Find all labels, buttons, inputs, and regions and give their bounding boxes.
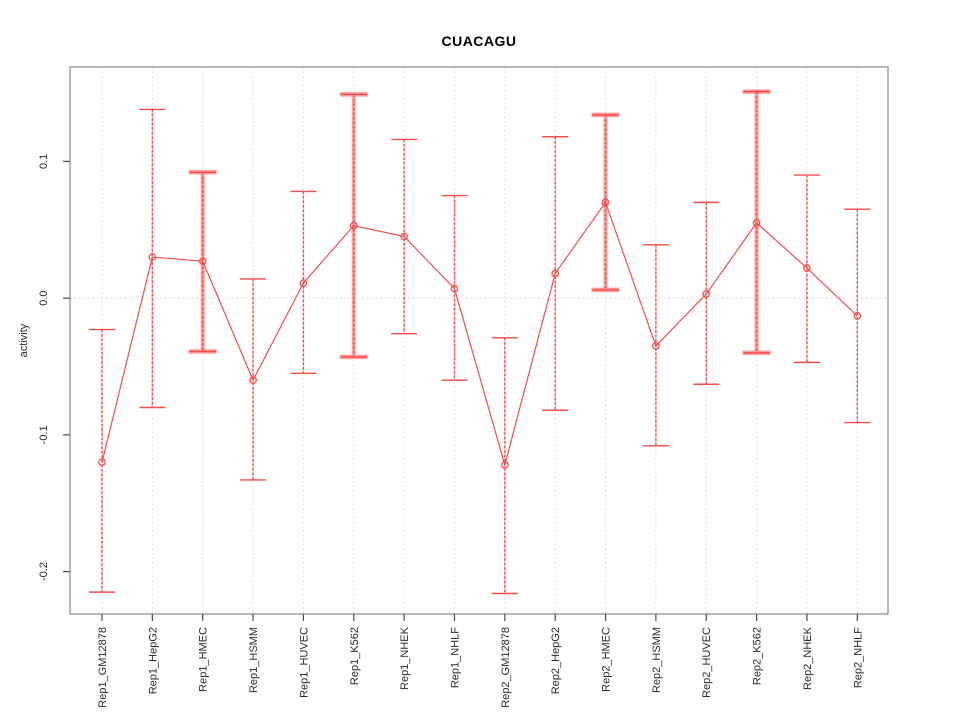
data-point	[551, 269, 560, 278]
y-tick-label: 0.1	[38, 154, 50, 169]
x-tick-label: Rep1_NHEK	[399, 626, 411, 690]
x-tick-label: Rep2_NHLF	[852, 627, 864, 688]
chart-title: CUACAGU	[441, 33, 517, 49]
x-tick-label: Rep2_HUVEC	[701, 627, 713, 698]
x-tick-label: Rep1_GM12878	[97, 627, 109, 708]
x-tick-label: Rep1_HMEC	[198, 627, 210, 692]
plot-box	[69, 66, 889, 615]
y-tick-label: -0.1	[38, 425, 50, 444]
x-tick-label: Rep2_K562	[752, 627, 764, 685]
x-tick-label: Rep1_HSMM	[248, 627, 260, 693]
data-point	[249, 376, 257, 385]
data-point	[500, 461, 509, 469]
data-point	[601, 198, 610, 207]
x-tick-label: Rep2_GM12878	[500, 627, 512, 708]
x-tick-label: Rep2_NHEK	[802, 626, 814, 690]
y-axis-label: activity	[18, 323, 30, 357]
data-point	[803, 264, 811, 272]
x-tick-label: Rep1_NHLF	[449, 627, 461, 688]
data-point	[752, 219, 761, 227]
mean-line	[101, 201, 858, 468]
x-tick-label: Rep1_HUVEC	[298, 627, 310, 698]
x-tick-label: Rep2_HepG2	[550, 627, 562, 694]
data-point	[652, 342, 660, 350]
data-point	[148, 253, 157, 261]
data-point	[450, 284, 459, 293]
y-tick-label: 0.0	[38, 290, 50, 305]
data-point	[349, 221, 358, 230]
x-tick-label: Rep1_K562	[349, 627, 361, 685]
x-tick-label: Rep1_HepG2	[147, 627, 159, 694]
data-point	[400, 232, 408, 241]
x-tick-label: Rep2_HMEC	[601, 627, 613, 692]
data-point	[853, 312, 862, 320]
data-point	[198, 257, 207, 266]
y-tick-label: -0.2	[38, 562, 50, 581]
data-point	[702, 290, 711, 298]
data-point	[98, 458, 106, 467]
x-tick-label: Rep2_HSMM	[651, 627, 663, 693]
data-point	[299, 279, 308, 287]
